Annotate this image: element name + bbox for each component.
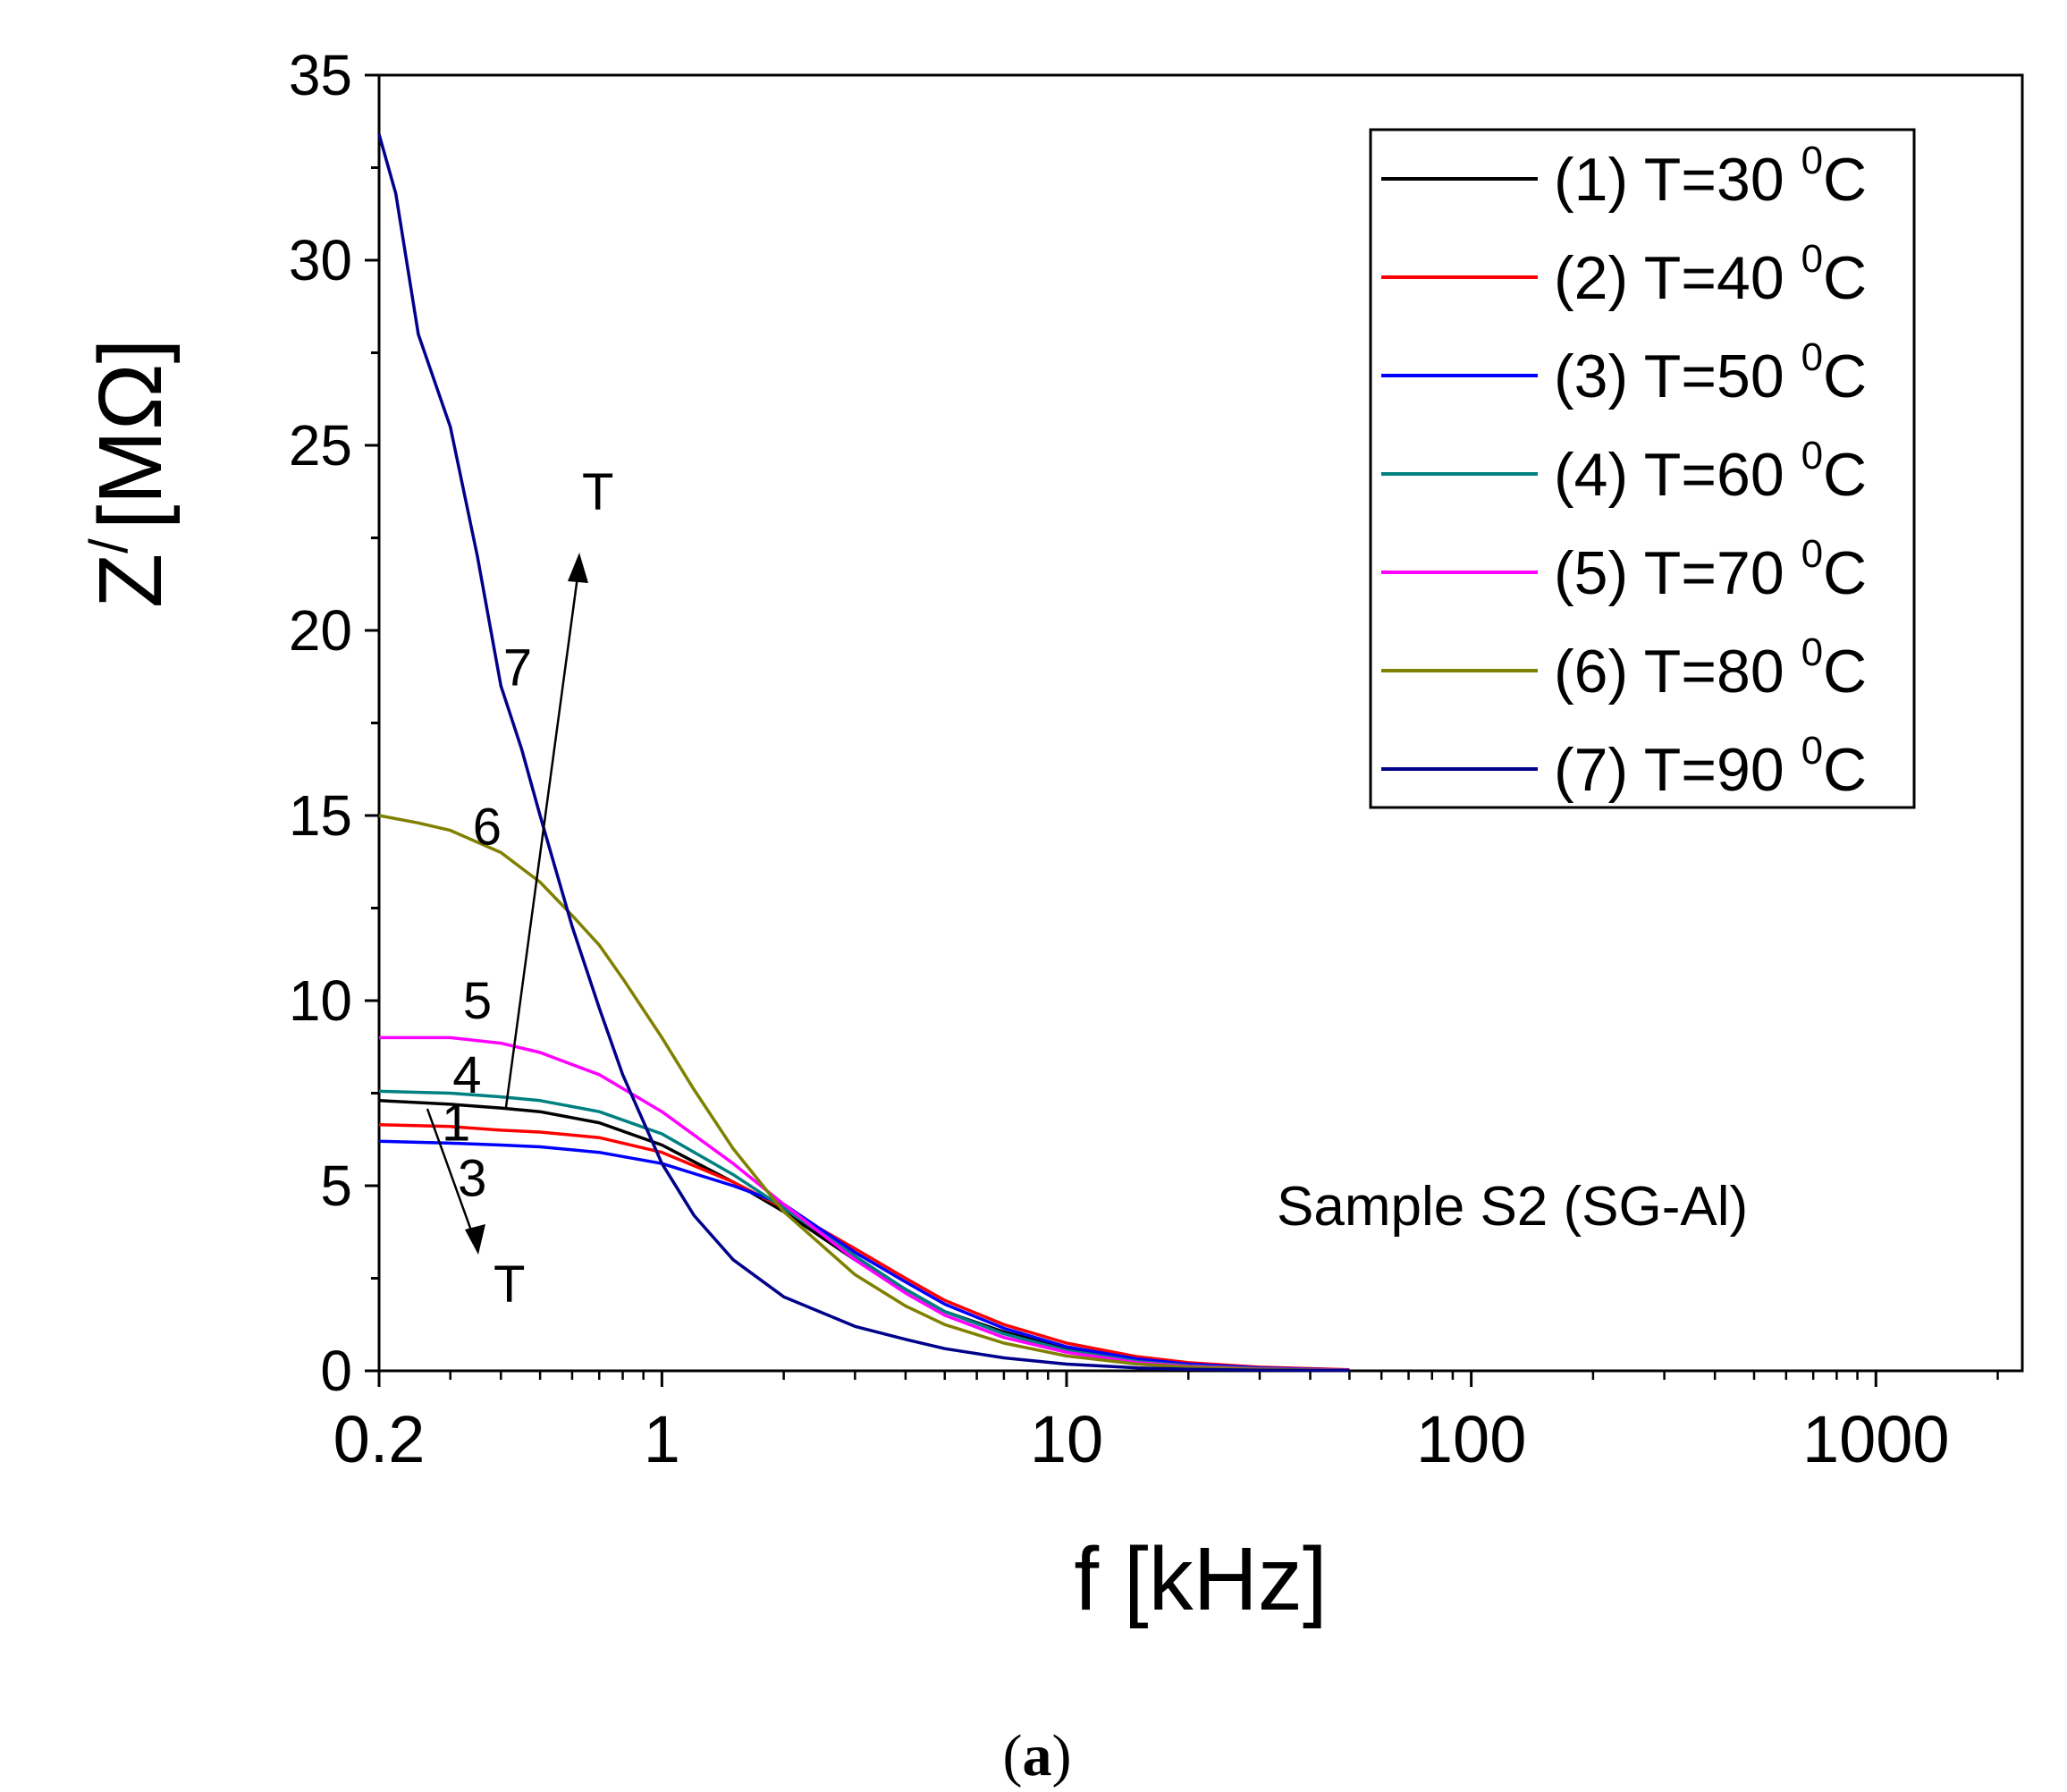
series-line-7 bbox=[377, 133, 1350, 1373]
x-tick-label-1: 1 bbox=[644, 1402, 680, 1476]
y-axis-label-unit: [MΩ] bbox=[80, 339, 181, 530]
arrow-up-line bbox=[504, 562, 581, 1108]
legend-label-7: (7) T=90 0C bbox=[1554, 729, 1867, 804]
legend-label-6: (6) T=80 0C bbox=[1554, 630, 1867, 706]
y-tick-label-3: 15 bbox=[289, 783, 352, 848]
figure-caption: (a) bbox=[1003, 1723, 1072, 1788]
caption-letter: a bbox=[1023, 1723, 1052, 1788]
curve-label-7: 7 bbox=[503, 638, 532, 697]
curve-label-4: 4 bbox=[452, 1046, 481, 1104]
sample-label: Sample S2 (SG-Al) bbox=[1277, 1176, 1748, 1238]
annotations: T T Sample S2 (SG-Al) 7 6 5 413 bbox=[426, 463, 1748, 1314]
legend-label-4: (4) T=60 0C bbox=[1554, 434, 1867, 509]
legend-label-5: (5) T=70 0C bbox=[1554, 532, 1867, 607]
series-lines bbox=[377, 133, 1350, 1373]
curve-label-3: 3 bbox=[458, 1150, 486, 1208]
y-tick-label-4: 20 bbox=[289, 598, 352, 663]
curve-label-1: 1 bbox=[442, 1095, 470, 1153]
arrow-down-line bbox=[426, 1108, 477, 1244]
y-tick-label-6: 30 bbox=[289, 228, 352, 292]
x-tick-label-0: 0.2 bbox=[333, 1402, 426, 1476]
y-tick-label-0: 0 bbox=[320, 1339, 352, 1403]
x-axis-label: f [kHz] bbox=[1074, 1529, 1327, 1629]
arrow-down-label: T bbox=[494, 1255, 525, 1314]
arrow-up-head bbox=[568, 553, 588, 583]
y-tick-label-5: 25 bbox=[289, 413, 352, 478]
y-tick-label-7: 35 bbox=[289, 43, 352, 107]
series-line-3 bbox=[378, 1139, 1350, 1372]
x-tick-label-4: 1000 bbox=[1802, 1402, 1950, 1476]
curve-label-6: 6 bbox=[473, 798, 502, 856]
legend-label-2: (2) T=40 0C bbox=[1554, 237, 1867, 312]
y-tick-label-2: 10 bbox=[289, 968, 352, 1033]
curve-label-5: 5 bbox=[463, 972, 492, 1030]
arrow-down-head bbox=[465, 1224, 485, 1255]
x-tick-label-2: 10 bbox=[1030, 1402, 1103, 1476]
y-axis-label-main: Z bbox=[80, 554, 181, 608]
y-tick-label-1: 5 bbox=[320, 1154, 352, 1218]
y-axis-label: Z/ [MΩ] bbox=[79, 339, 181, 608]
y-axis-label-prime: / bbox=[79, 538, 139, 554]
legend: (1) T=30 0C (2) T=40 0C (3) T=50 0C (4) T=6… bbox=[1369, 128, 1916, 809]
x-tick-label-3: 100 bbox=[1416, 1402, 1526, 1476]
legend-label-3: (3) T=50 0C bbox=[1554, 335, 1867, 410]
series-line-2 bbox=[378, 1122, 1350, 1372]
series-line-5 bbox=[379, 1035, 1350, 1372]
arrow-up-label: T bbox=[582, 463, 613, 521]
svg-text:Z/[MΩ]: Z/ [MΩ] bbox=[79, 339, 181, 608]
axis-labels: f [kHz] Z/ [MΩ] bbox=[79, 339, 1328, 1629]
legend-label-1: (1) T=30 0C bbox=[1554, 139, 1867, 214]
series-line-6 bbox=[378, 814, 1350, 1373]
legend-box bbox=[1369, 128, 1916, 809]
